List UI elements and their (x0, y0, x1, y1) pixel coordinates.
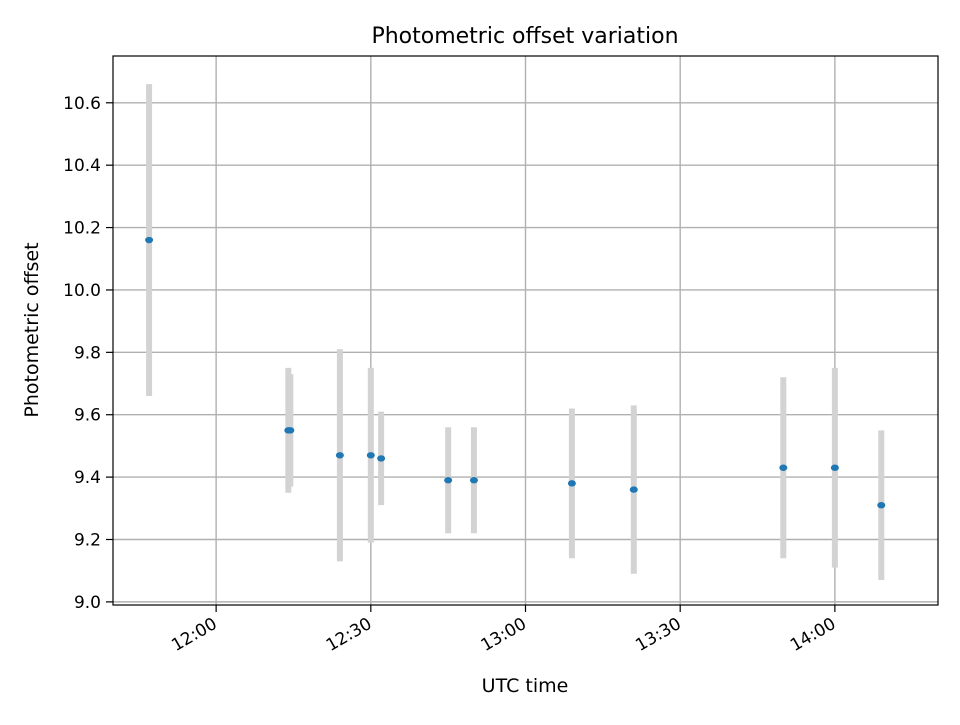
y-tick-label: 10.0 (63, 281, 101, 301)
y-tick-label: 9.0 (74, 593, 101, 613)
error-bars (146, 84, 885, 581)
data-points (145, 236, 886, 509)
data-point (469, 477, 478, 484)
y-tick-label: 10.2 (63, 219, 101, 239)
data-point (335, 452, 344, 459)
grid (113, 56, 938, 605)
data-point (567, 480, 576, 487)
y-tick-label: 9.2 (74, 530, 101, 550)
x-tick-label: 13:00 (478, 614, 530, 656)
data-point (877, 501, 886, 509)
chart-title: Photometric offset variation (371, 24, 678, 49)
data-point (145, 236, 154, 244)
y-ticks: 9.0 9.2 9.4 9.6 9.8 10.0 10.2 10.4 10.6 (63, 94, 113, 613)
data-point (286, 427, 295, 434)
y-tick-label: 9.4 (74, 468, 101, 488)
y-tick-label: 10.6 (63, 94, 101, 114)
y-tick-label: 10.4 (63, 156, 101, 176)
y-tick-label: 9.8 (74, 343, 101, 363)
data-point (444, 477, 453, 484)
x-tick-label: 12:30 (323, 614, 375, 656)
y-axis-label: Photometric offset (21, 242, 43, 417)
x-tick-label: 14:00 (787, 614, 839, 656)
data-point (377, 455, 386, 462)
x-tick-label: 13:30 (632, 614, 684, 656)
x-axis-label: UTC time (482, 675, 569, 697)
data-point (779, 464, 788, 471)
x-tick-label: 12:00 (168, 614, 220, 656)
data-point (830, 464, 839, 471)
x-ticks: 12:00 12:30 13:00 13:30 14:00 (168, 605, 839, 656)
data-point (629, 486, 638, 493)
y-tick-label: 9.6 (74, 406, 101, 426)
data-point (366, 452, 375, 459)
